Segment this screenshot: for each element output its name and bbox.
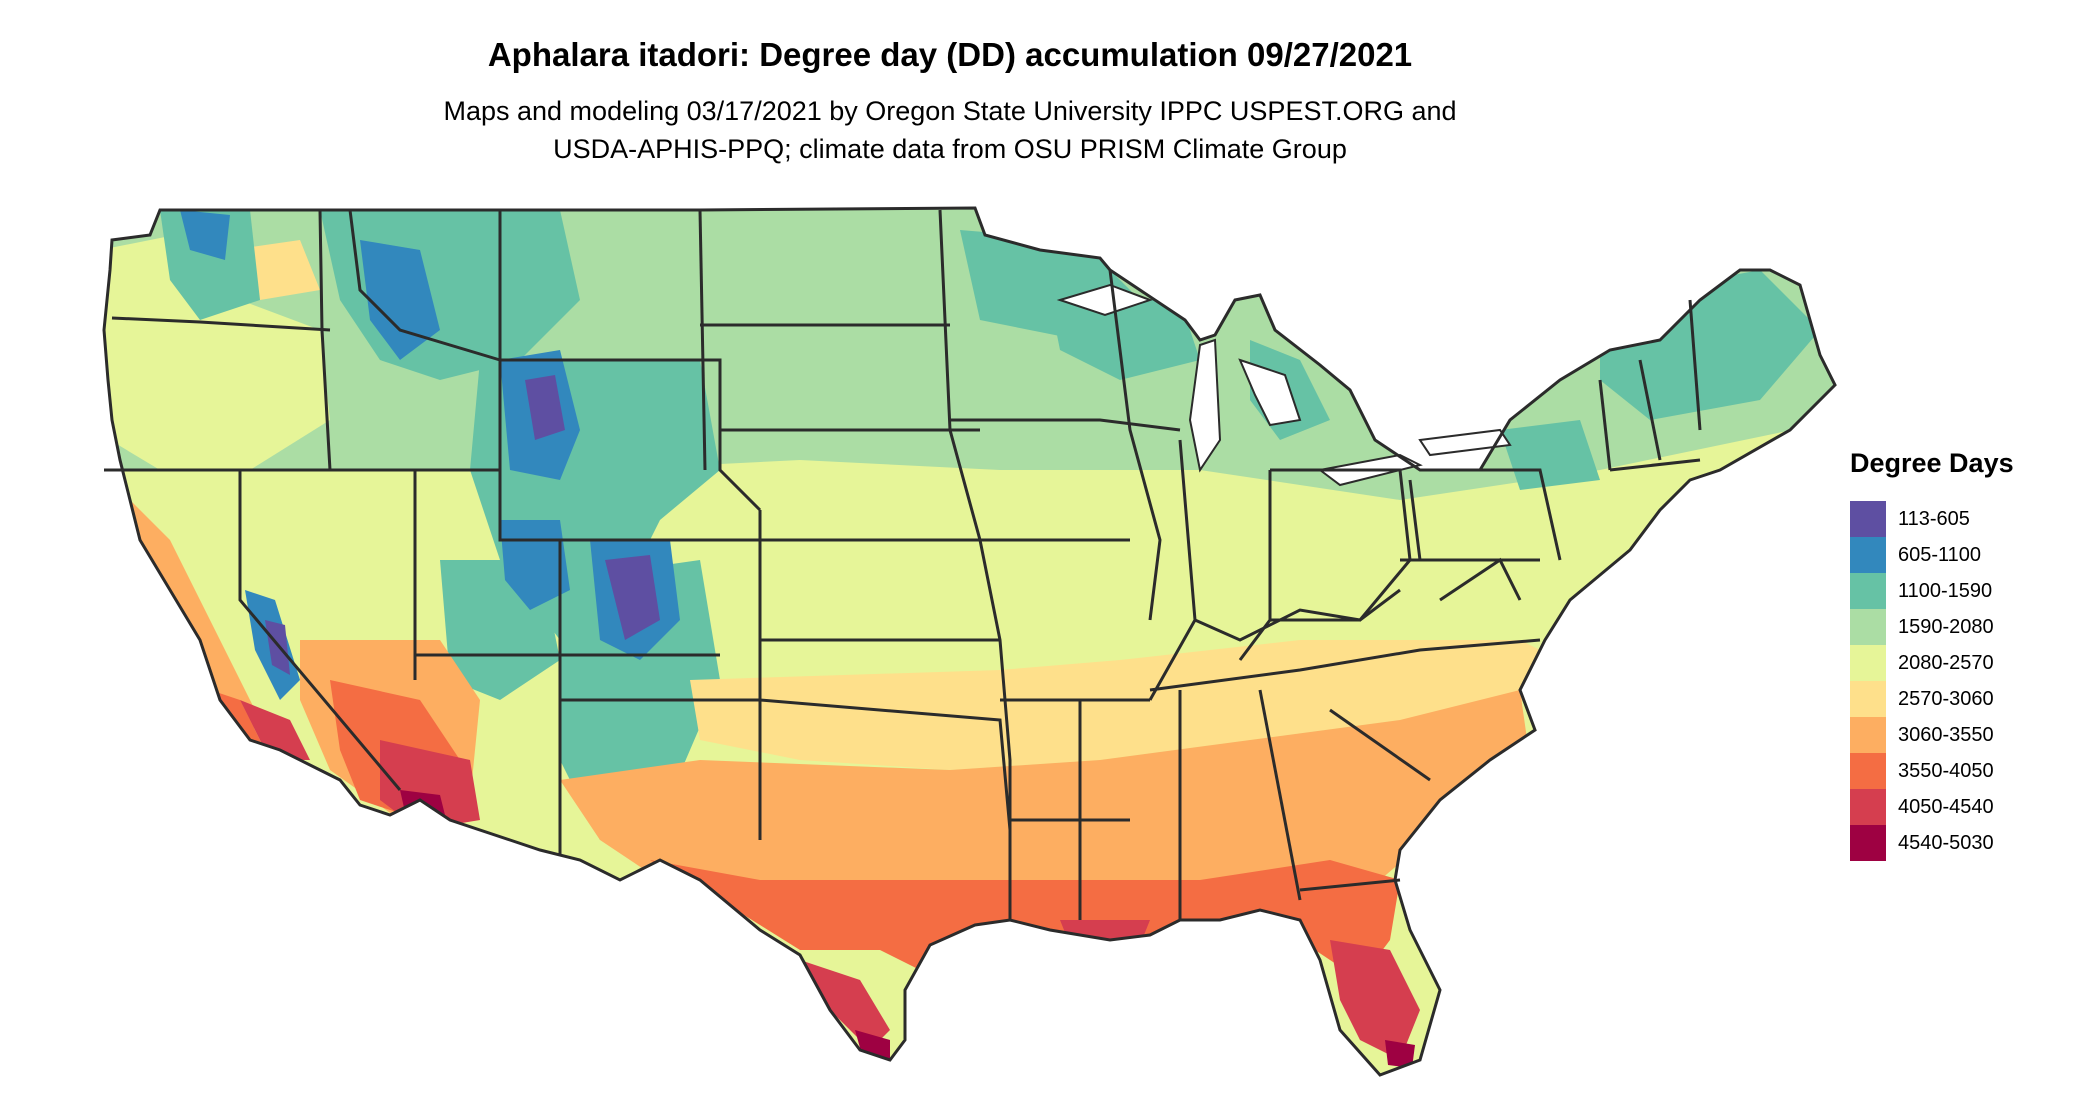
legend-swatch	[1850, 501, 1886, 537]
legend-label: 4540-5030	[1898, 831, 1994, 854]
state-borders	[102, 206, 1837, 1077]
legend-items: 113-605 605-1100 1100-1590 1590-2080 208…	[1850, 501, 2090, 861]
legend-label: 1100-1590	[1898, 579, 1993, 602]
legend-label: 3550-4050	[1898, 759, 1994, 782]
legend-swatch	[1850, 609, 1886, 645]
legend-label: 1590-2080	[1898, 615, 1994, 638]
legend-label: 2570-3060	[1898, 687, 1994, 710]
legend-label: 605-1100	[1898, 543, 1982, 566]
legend-item: 4540-5030	[1850, 825, 2090, 861]
subtitle-line-2: USDA-APHIS-PPQ; climate data from OSU PR…	[553, 134, 1347, 164]
legend-swatch	[1850, 753, 1886, 789]
legend-item: 2080-2570	[1850, 645, 2090, 681]
legend-swatch	[1850, 717, 1886, 753]
legend-item: 1590-2080	[1850, 609, 2090, 645]
legend-swatch	[1850, 537, 1886, 573]
legend-label: 2080-2570	[1898, 651, 1994, 674]
legend-title: Degree Days	[1850, 448, 2014, 478]
great-lakes	[1056, 283, 1512, 487]
legend-swatch	[1850, 789, 1886, 825]
legend-label: 4050-4540	[1898, 795, 1994, 818]
legend-item: 605-1100	[1850, 537, 2090, 573]
legend: Degree Days 113-605 605-1100 1100-1590 1…	[1850, 448, 2090, 861]
legend-swatch	[1850, 645, 1886, 681]
legend-item: 3550-4050	[1850, 753, 2090, 789]
legend-item: 3060-3550	[1850, 717, 2090, 753]
degree-day-fill	[104, 208, 1835, 1075]
map-title: Aphalara itadori: Degree day (DD) accumu…	[487, 36, 1413, 73]
subtitle-line-1: Maps and modeling 03/17/2021 by Oregon S…	[443, 96, 1457, 126]
legend-label: 113-605	[1898, 507, 1970, 530]
legend-label: 3060-3550	[1898, 723, 1994, 746]
legend-swatch	[1850, 681, 1886, 717]
legend-item: 2570-3060	[1850, 681, 2090, 717]
legend-item: 4050-4540	[1850, 789, 2090, 825]
legend-item: 1100-1590	[1850, 573, 2090, 609]
legend-item: 113-605	[1850, 501, 2090, 537]
map-subtitle: Maps and modeling 03/17/2021 by Oregon S…	[0, 92, 1900, 168]
degree-day-map	[102, 206, 1837, 1077]
legend-swatch	[1850, 573, 1886, 609]
legend-swatch	[1850, 825, 1886, 861]
